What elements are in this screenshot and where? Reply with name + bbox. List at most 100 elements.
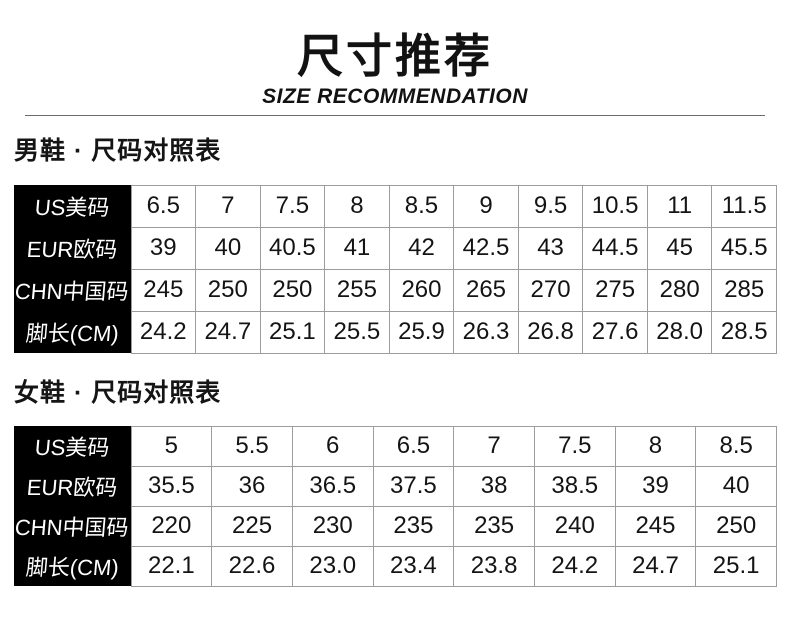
size-value-cell: 250 [695, 505, 777, 547]
size-value-cell: 6.5 [372, 425, 455, 467]
size-value-cell: 25.9 [388, 310, 455, 354]
table-row: US美码 5 5.5 6 6.5 7 7.5 8 8.5 [14, 425, 777, 467]
size-value-cell: 39 [614, 465, 697, 507]
row-label-text: EUR欧码 [25, 237, 119, 263]
size-value-cell: 27.6 [582, 310, 648, 354]
size-value-cell: 8.5 [388, 184, 455, 228]
size-value-cell: 40 [695, 465, 777, 507]
page-subtitle: SIZE RECOMMENDATION [262, 84, 528, 108]
mens-size-table: US美码 6.5 7 7.5 8 8.5 9 9.5 10.5 11 11.5 EUR欧码 39 40 40… [14, 184, 777, 354]
size-value-cell: 25.5 [324, 310, 390, 354]
size-value-cell: 22.1 [130, 545, 213, 587]
size-value-cell: 255 [324, 268, 390, 312]
row-label: US美码 [14, 185, 131, 228]
size-value-cell: 42 [388, 226, 455, 270]
size-value-cell: 245 [614, 505, 697, 547]
womens-size-section: 女鞋 · 尺码对照表 US美码 5 5.5 6 6.5 7 7.5 8 8.5 EUR欧码 35.5… [0, 378, 790, 587]
row-label-text: 脚长(CM) [24, 555, 120, 581]
size-value-cell: 8 [614, 425, 697, 467]
size-value-cell: 25.1 [695, 545, 777, 587]
size-value-cell: 235 [372, 505, 455, 547]
size-value-cell: 6 [291, 425, 374, 467]
size-value-cell: 285 [711, 268, 777, 312]
size-value-cell: 45.5 [711, 226, 777, 270]
mens-section-title: 男鞋 · 尺码对照表 [14, 136, 222, 165]
size-value-cell: 40 [195, 226, 261, 270]
size-value-cell: 7.5 [259, 184, 326, 228]
size-value-cell: 23.8 [453, 545, 535, 587]
size-value-cell: 265 [453, 268, 519, 312]
size-value-cell: 11.5 [711, 184, 777, 228]
size-value-cell: 8 [324, 184, 390, 228]
size-value-cell: 23.0 [291, 545, 374, 587]
table-row: US美码 6.5 7 7.5 8 8.5 9 9.5 10.5 11 11.5 [14, 184, 777, 228]
size-value-cell: 38.5 [533, 465, 616, 507]
size-value-cell: 37.5 [372, 465, 455, 507]
size-value-cell: 7 [453, 425, 535, 467]
mens-size-section: 男鞋 · 尺码对照表 US美码 6.5 7 7.5 8 8.5 9 9.5 10.5 11 11.5… [0, 136, 790, 354]
row-label-text: CHN中国码 [14, 279, 131, 305]
size-value-cell: 250 [195, 268, 261, 312]
size-value-cell: 9.5 [517, 184, 584, 228]
size-value-cell: 245 [130, 268, 197, 312]
size-value-cell: 5.5 [211, 425, 293, 467]
size-value-cell: 11 [646, 184, 713, 228]
table-row: EUR欧码 39 40 40.5 41 42 42.5 43 44.5 45 45.5 [14, 226, 777, 270]
size-value-cell: 25.1 [259, 310, 326, 354]
size-value-cell: 240 [533, 505, 616, 547]
size-value-cell: 38 [453, 465, 535, 507]
size-value-cell: 45 [646, 226, 713, 270]
row-label: US美码 [14, 426, 131, 467]
size-value-cell: 41 [324, 226, 390, 270]
size-value-cell: 220 [130, 505, 213, 547]
size-value-cell: 6.5 [130, 184, 197, 228]
row-label-text: EUR欧码 [25, 475, 119, 501]
womens-section-title: 女鞋 · 尺码对照表 [14, 378, 222, 407]
size-value-cell: 26.8 [517, 310, 584, 354]
row-label: 脚长(CM) [14, 311, 131, 354]
header-divider [25, 114, 765, 116]
size-value-cell: 230 [291, 505, 374, 547]
row-label: EUR欧码 [14, 227, 131, 270]
size-value-cell: 36.5 [291, 465, 374, 507]
size-value-cell: 250 [259, 268, 326, 312]
size-value-cell: 22.6 [211, 545, 293, 587]
table-row: EUR欧码 35.5 36 36.5 37.5 38 38.5 39 40 [14, 465, 777, 507]
size-value-cell: 23.4 [372, 545, 455, 587]
table-row: CHN中国码 245 250 250 255 260 265 270 275 280 285 [14, 268, 777, 312]
size-value-cell: 28.0 [646, 310, 713, 354]
size-value-cell: 8.5 [695, 425, 777, 467]
row-label-text: US美码 [33, 195, 111, 221]
row-label: EUR欧码 [14, 466, 131, 507]
page-title: 尺寸推荐 [297, 30, 493, 82]
table-row: 脚长(CM) 22.1 22.6 23.0 23.4 23.8 24.2 24.7 25.1 [14, 545, 777, 587]
table-row: 脚长(CM) 24.2 24.7 25.1 25.5 25.9 26.3 26.8 27.6 28… [14, 310, 777, 354]
row-label: CHN中国码 [14, 506, 131, 547]
size-value-cell: 43 [517, 226, 584, 270]
size-value-cell: 35.5 [130, 465, 213, 507]
size-value-cell: 40.5 [259, 226, 326, 270]
row-label-text: CHN中国码 [14, 515, 131, 541]
size-value-cell: 24.7 [195, 310, 261, 354]
size-value-cell: 39 [130, 226, 197, 270]
size-value-cell: 28.5 [711, 310, 777, 354]
size-value-cell: 24.7 [614, 545, 697, 587]
size-value-cell: 5 [130, 425, 213, 467]
table-row: CHN中国码 220 225 230 235 235 240 245 250 [14, 505, 777, 547]
size-value-cell: 235 [453, 505, 535, 547]
size-value-cell: 24.2 [533, 545, 616, 587]
row-label-text: 脚长(CM) [24, 321, 120, 347]
size-value-cell: 275 [582, 268, 648, 312]
row-label-text: US美码 [33, 435, 111, 461]
size-value-cell: 26.3 [453, 310, 519, 354]
size-value-cell: 7.5 [533, 425, 616, 467]
size-value-cell: 24.2 [130, 310, 197, 354]
size-recommendation-page: 尺寸推荐 SIZE RECOMMENDATION 男鞋 · 尺码对照表 US美码… [0, 30, 790, 641]
size-value-cell: 10.5 [582, 184, 648, 228]
size-value-cell: 280 [646, 268, 713, 312]
size-value-cell: 260 [388, 268, 455, 312]
size-value-cell: 44.5 [582, 226, 648, 270]
size-value-cell: 9 [453, 184, 519, 228]
size-value-cell: 42.5 [453, 226, 519, 270]
size-value-cell: 225 [211, 505, 293, 547]
